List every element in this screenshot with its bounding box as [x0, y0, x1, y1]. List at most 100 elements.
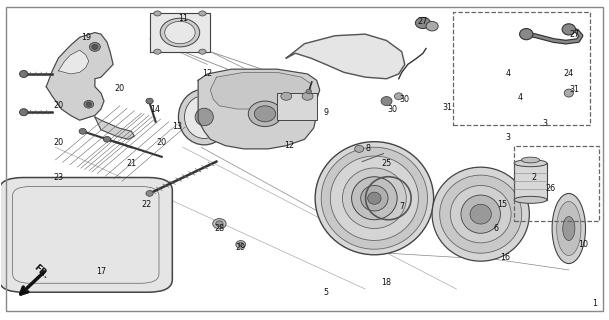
- Text: 18: 18: [381, 278, 392, 287]
- Text: 20: 20: [157, 138, 167, 147]
- Ellipse shape: [238, 242, 243, 246]
- Ellipse shape: [342, 168, 406, 228]
- Polygon shape: [58, 50, 89, 74]
- Ellipse shape: [146, 98, 153, 104]
- Ellipse shape: [461, 195, 501, 233]
- Text: 20: 20: [114, 84, 124, 93]
- Polygon shape: [286, 34, 405, 79]
- Text: 30: 30: [400, 95, 410, 104]
- Text: 22: 22: [141, 200, 152, 209]
- Polygon shape: [150, 13, 210, 52]
- Ellipse shape: [450, 186, 511, 243]
- Text: 9: 9: [323, 108, 328, 117]
- Ellipse shape: [92, 44, 98, 50]
- Polygon shape: [210, 72, 311, 109]
- Ellipse shape: [514, 196, 547, 203]
- Text: 19: 19: [81, 33, 91, 42]
- Text: 31: 31: [442, 103, 452, 112]
- Ellipse shape: [330, 156, 418, 240]
- Ellipse shape: [440, 175, 522, 253]
- Bar: [514, 146, 599, 220]
- Ellipse shape: [104, 136, 111, 142]
- Ellipse shape: [84, 100, 94, 108]
- Text: 10: 10: [578, 240, 588, 249]
- Ellipse shape: [90, 43, 100, 51]
- Ellipse shape: [321, 147, 428, 249]
- Text: 28: 28: [214, 224, 225, 233]
- Ellipse shape: [195, 108, 213, 126]
- Text: 25: 25: [381, 159, 392, 168]
- Text: 16: 16: [500, 253, 510, 262]
- Text: 5: 5: [323, 288, 328, 297]
- Text: 4: 4: [518, 93, 523, 102]
- Text: 26: 26: [546, 184, 555, 193]
- Ellipse shape: [563, 217, 575, 240]
- Ellipse shape: [199, 49, 206, 54]
- Ellipse shape: [146, 191, 153, 196]
- Ellipse shape: [351, 177, 397, 220]
- Text: 20: 20: [54, 101, 63, 110]
- Ellipse shape: [354, 145, 364, 152]
- Ellipse shape: [86, 102, 91, 107]
- Text: 11: 11: [178, 14, 188, 23]
- Ellipse shape: [160, 18, 200, 47]
- Ellipse shape: [521, 157, 540, 163]
- Text: 3: 3: [505, 133, 510, 142]
- Ellipse shape: [236, 241, 245, 248]
- Ellipse shape: [213, 219, 226, 229]
- FancyBboxPatch shape: [0, 178, 172, 292]
- Text: 21: 21: [126, 159, 136, 168]
- Text: 7: 7: [399, 202, 404, 211]
- Text: 17: 17: [96, 267, 106, 276]
- Polygon shape: [46, 33, 113, 120]
- Ellipse shape: [368, 192, 381, 204]
- Text: 4: 4: [505, 69, 510, 78]
- Polygon shape: [198, 69, 320, 149]
- Ellipse shape: [562, 24, 576, 35]
- Ellipse shape: [565, 89, 573, 97]
- Ellipse shape: [19, 70, 28, 77]
- Text: 14: 14: [150, 105, 161, 114]
- Text: 31: 31: [570, 85, 580, 94]
- Text: 27: 27: [418, 17, 428, 26]
- Ellipse shape: [281, 92, 292, 100]
- Text: 15: 15: [497, 200, 507, 209]
- Text: 13: 13: [172, 122, 182, 131]
- Ellipse shape: [165, 21, 195, 44]
- Text: 27: 27: [570, 30, 580, 39]
- Ellipse shape: [154, 11, 161, 16]
- Ellipse shape: [552, 194, 585, 264]
- Bar: [277, 93, 317, 120]
- Ellipse shape: [395, 93, 403, 100]
- Ellipse shape: [19, 109, 28, 116]
- Ellipse shape: [361, 186, 388, 211]
- Text: 30: 30: [387, 105, 398, 114]
- Text: FR.: FR.: [32, 263, 51, 281]
- Text: 3: 3: [542, 119, 547, 128]
- Ellipse shape: [178, 89, 230, 145]
- Ellipse shape: [315, 142, 434, 255]
- Text: 24: 24: [564, 69, 574, 78]
- Ellipse shape: [306, 89, 311, 94]
- Text: 1: 1: [593, 299, 597, 308]
- Ellipse shape: [432, 167, 529, 261]
- Ellipse shape: [519, 28, 533, 40]
- Polygon shape: [95, 117, 135, 139]
- Ellipse shape: [470, 204, 491, 224]
- Bar: [453, 12, 590, 125]
- Ellipse shape: [426, 21, 438, 31]
- Ellipse shape: [185, 95, 224, 139]
- Ellipse shape: [79, 128, 86, 134]
- Ellipse shape: [255, 106, 276, 122]
- Text: 8: 8: [366, 144, 371, 153]
- Ellipse shape: [381, 97, 392, 106]
- Ellipse shape: [557, 201, 581, 256]
- Ellipse shape: [302, 92, 313, 100]
- Ellipse shape: [248, 101, 282, 126]
- Text: 23: 23: [54, 173, 63, 182]
- Text: 2: 2: [532, 173, 537, 182]
- Ellipse shape: [154, 49, 161, 54]
- Text: 12: 12: [202, 69, 213, 78]
- Text: 29: 29: [236, 243, 246, 252]
- Ellipse shape: [415, 17, 431, 28]
